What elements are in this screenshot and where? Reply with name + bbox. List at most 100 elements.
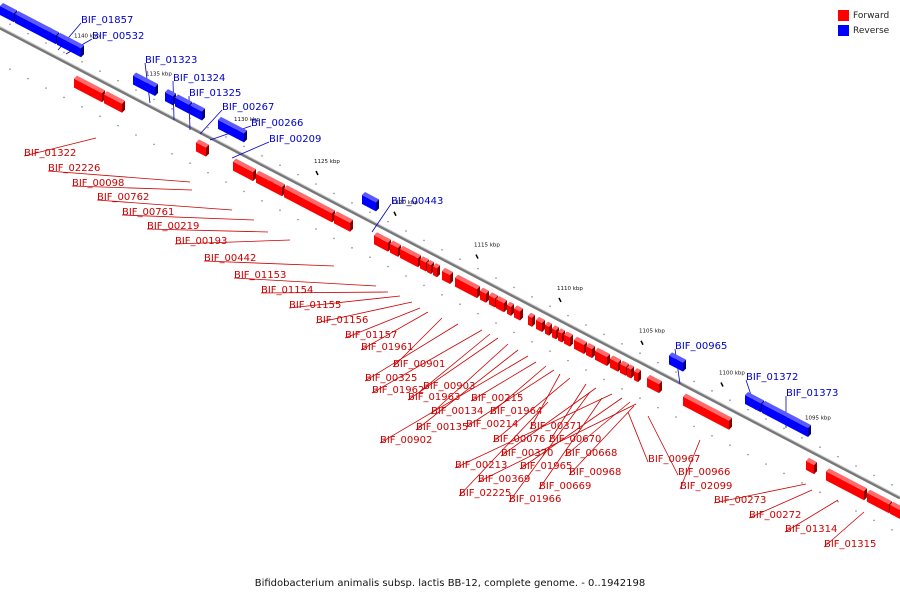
track-dot: [675, 416, 677, 418]
gene-block: [374, 232, 391, 252]
gene-label: BIF_01965: [520, 461, 572, 472]
gene-label: BIF_00266: [251, 118, 303, 129]
gene-block: [362, 192, 379, 212]
track-dot: [423, 239, 425, 242]
track-dot: [99, 115, 101, 118]
label-leader-line: [260, 291, 389, 294]
track-dot: [639, 397, 641, 400]
gene-label: BIF_00369: [478, 474, 530, 485]
track-dot: [729, 444, 731, 447]
scale-tick-label: 1125 kbp: [314, 159, 340, 165]
track-dot: [171, 108, 173, 110]
track-dot: [513, 286, 515, 289]
track-dot: [567, 359, 569, 362]
gene-block: [586, 343, 595, 359]
genome-backbone: [0, 26, 900, 500]
track-dot: [837, 500, 839, 503]
gene-block: [489, 292, 498, 308]
track-dot: [711, 390, 713, 392]
gene-label: BIF_01962: [372, 385, 424, 396]
gene-label: BIF_00668: [565, 448, 617, 459]
gene-block: [104, 91, 125, 113]
gene-block: [762, 400, 811, 437]
scale-tick-mark: [720, 382, 724, 387]
gene-block: [528, 312, 535, 327]
label-leader-line: [492, 377, 571, 443]
gene-block: [574, 336, 587, 354]
track-dot: [837, 455, 839, 458]
track-dot: [441, 294, 443, 296]
map-caption: Bifidobacterium animalis subsp. lactis B…: [254, 578, 646, 589]
track-dot: [855, 465, 857, 467]
scale-tick-mark: [393, 211, 397, 217]
gene-block: [233, 158, 256, 182]
track-dot: [639, 352, 641, 355]
track-dot: [279, 209, 281, 212]
gene-block: [806, 457, 817, 475]
track-dot: [477, 267, 479, 270]
gene-block: [133, 72, 158, 96]
gene-label: BIF_00443: [391, 196, 443, 207]
track-dot: [261, 155, 263, 157]
track-dot: [549, 305, 551, 308]
label-leader-line: [71, 185, 193, 191]
track-dot: [693, 425, 695, 428]
track-dot: [459, 258, 461, 261]
track-dot: [225, 136, 227, 138]
gene-label: BIF_01966: [509, 494, 561, 505]
track-dot: [801, 482, 803, 484]
gene-label: BIF_00966: [678, 467, 730, 478]
track-dot: [153, 143, 155, 146]
track-dot: [225, 181, 227, 183]
gene-label: BIF_01155: [289, 300, 341, 311]
track-dot: [81, 106, 83, 108]
track-dot: [441, 249, 443, 251]
label-leader-line: [519, 397, 623, 470]
gene-block: [196, 139, 209, 157]
gene-block: [610, 355, 621, 372]
gene-features: [0, 3, 900, 519]
gene-label: BIF_01857: [81, 15, 133, 26]
track-dot: [27, 32, 29, 35]
track-dot: [747, 408, 749, 411]
gene-label: BIF_01324: [173, 73, 225, 84]
gene-label: BIF_00968: [569, 467, 621, 478]
track-dot: [675, 371, 677, 373]
gene-label: BIF_00193: [175, 236, 227, 247]
track-dot: [873, 519, 875, 522]
label-leader-line: [568, 405, 635, 476]
gene-label: BIF_00134: [431, 406, 483, 417]
label-leader-line: [315, 301, 413, 324]
label-leader-line: [713, 483, 807, 504]
gene-block: [683, 393, 732, 430]
label-leader-line: [344, 307, 421, 339]
label-leader-line: [500, 387, 597, 457]
gene-label: BIF_00669: [539, 481, 591, 492]
label-leader-line: [422, 333, 491, 390]
label-leader-line: [146, 228, 269, 233]
label-leader-line: [203, 260, 335, 267]
label-leaders: [23, 22, 865, 548]
track-dot: [819, 491, 821, 494]
track-dot: [585, 369, 587, 371]
track-dot: [873, 474, 875, 477]
gene-label: BIF_00076: [493, 434, 545, 445]
gene-block: [558, 328, 565, 343]
track-dot: [99, 70, 101, 73]
track-dot: [387, 220, 389, 223]
legend-reverse-swatch: [838, 25, 849, 36]
gene-block: [545, 321, 552, 336]
track-dot: [261, 200, 263, 202]
track-dot: [657, 406, 659, 409]
label-leader-line: [508, 391, 591, 503]
gene-block: [480, 287, 489, 303]
track-dot: [27, 77, 29, 80]
track-dot: [135, 89, 137, 91]
gene-label: BIF_00761: [122, 207, 174, 218]
gene-block: [634, 368, 641, 383]
track-dot: [63, 96, 65, 99]
track-dot: [693, 380, 695, 383]
track-dot: [603, 378, 605, 381]
label-leader-line: [784, 499, 839, 533]
genome-backbone-highlight: [0, 26, 900, 497]
